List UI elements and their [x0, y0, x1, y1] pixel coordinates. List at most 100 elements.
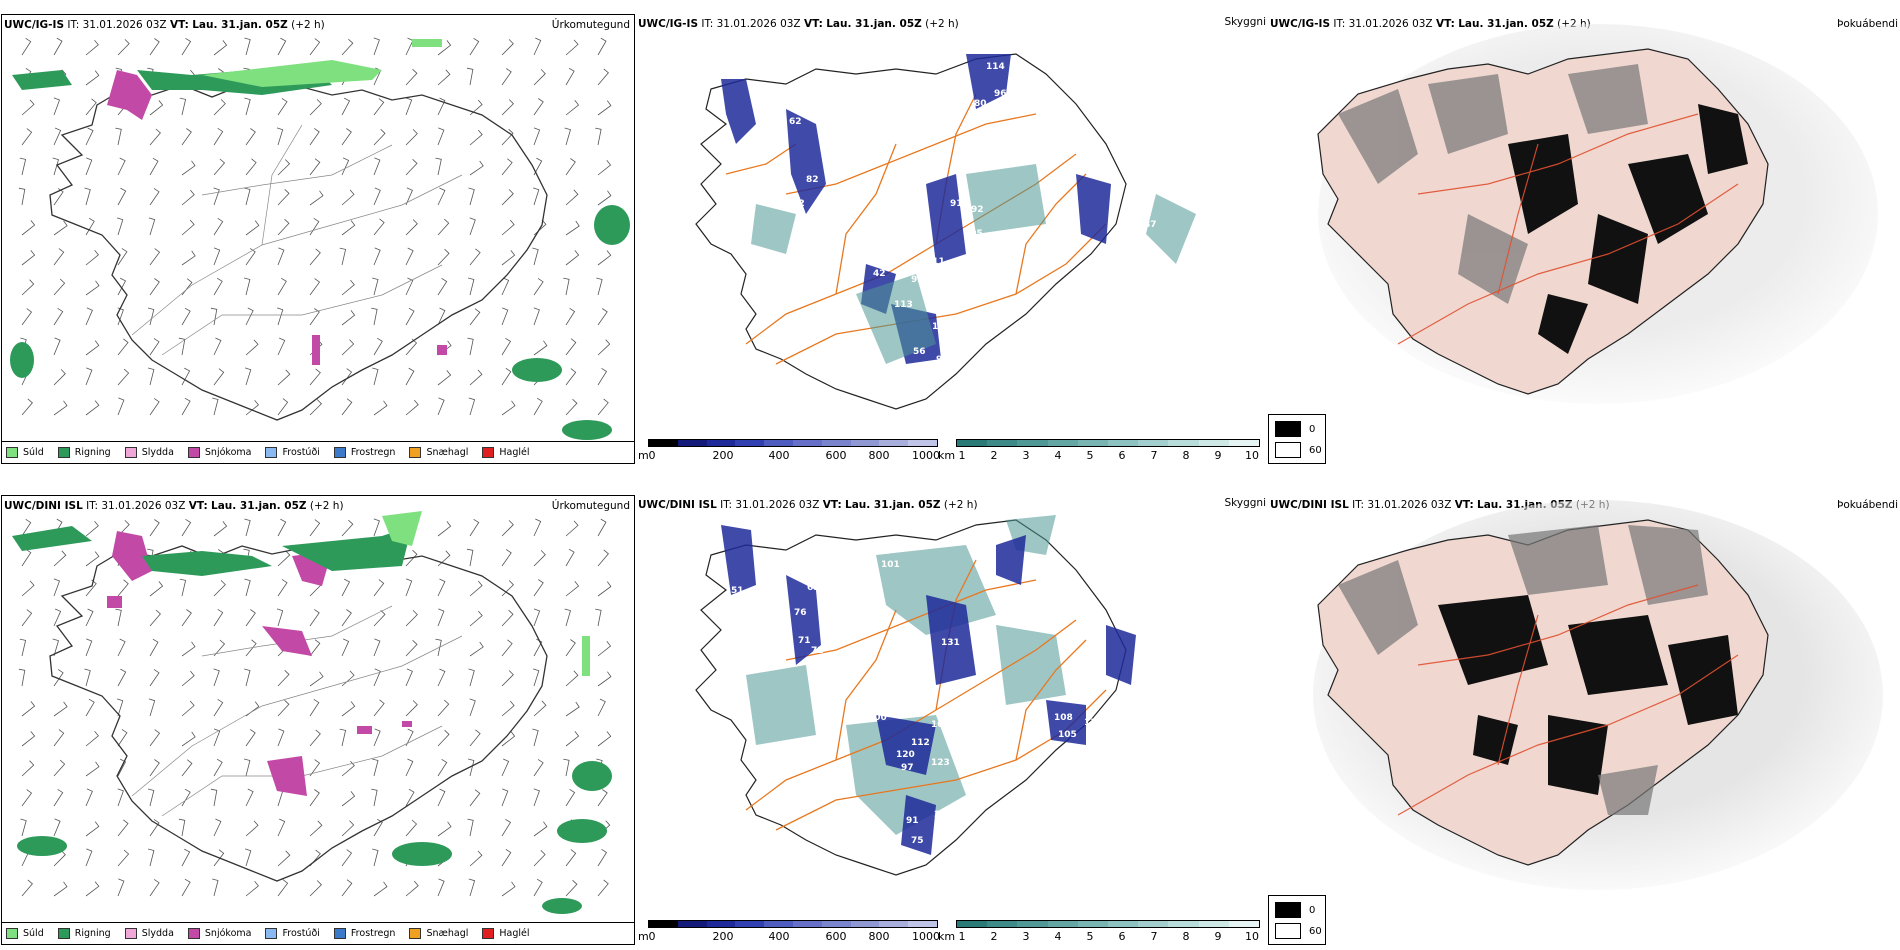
- wind-barb: [85, 98, 97, 116]
- wind-barb: [85, 127, 94, 146]
- wind-barb: [501, 881, 516, 897]
- wind-barb: [181, 250, 196, 266]
- wind-barb: [469, 160, 484, 176]
- rain-areas: [12, 526, 612, 914]
- wind-barb: [533, 608, 541, 627]
- wind-barb: [53, 818, 61, 837]
- wind-barb: [341, 368, 353, 386]
- wind-barb: [213, 639, 226, 657]
- wind-barb: [501, 128, 514, 146]
- wind-barb: [533, 397, 543, 416]
- wind-barb: [437, 729, 450, 747]
- tick-label: 3: [1022, 930, 1030, 943]
- wind-barb: [341, 157, 350, 176]
- wind-barb: [437, 397, 445, 416]
- wind-barb: [18, 668, 26, 687]
- wind-barb: [565, 39, 579, 56]
- wind-barb: [309, 248, 321, 266]
- legend-item: Frostregn: [333, 928, 395, 939]
- wind-barb: [21, 279, 35, 296]
- wind-barb: [245, 220, 260, 236]
- wind-barb: [373, 337, 383, 356]
- wind-barb: [213, 818, 222, 837]
- legend-item: Súld: [6, 928, 44, 939]
- wind-barb: [467, 277, 475, 296]
- wind-barb: [405, 307, 415, 326]
- wind-barb: [309, 38, 321, 56]
- ceiling-label: 108: [1054, 713, 1073, 723]
- ceiling-label: 102: [799, 217, 818, 227]
- visibility-ticks: 1 2 3 4 5 6 7 8 9 10: [956, 930, 1260, 944]
- wind-barb: [597, 549, 609, 567]
- fog-panel-1: UWC/IG-IS IT: 31.01.2026 03Z VT: Lau. 31…: [1268, 14, 1898, 464]
- legend-swatch: [124, 447, 137, 458]
- wind-barb: [501, 39, 514, 56]
- wind-barb: [149, 638, 159, 657]
- wind-barb: [341, 279, 355, 296]
- wind-barb: [565, 520, 579, 537]
- wind-barb: [309, 99, 322, 116]
- wind-barb: [437, 370, 452, 386]
- ceiling-label: 64: [822, 578, 835, 588]
- wind-barb: [469, 518, 480, 537]
- field-title: Skyggni: [1224, 16, 1267, 28]
- wind-barb: [213, 521, 228, 537]
- precip-map: [10, 37, 630, 440]
- wind-barb: [213, 758, 223, 777]
- wind-barb: [117, 758, 127, 777]
- wind-barb: [84, 668, 91, 687]
- wind-barb: [147, 848, 155, 867]
- wind-barb: [21, 128, 33, 146]
- wind-barb: [309, 729, 321, 747]
- wind-barb: [437, 788, 446, 807]
- wind-barb: [179, 578, 187, 597]
- roads: [131, 124, 463, 356]
- ceiling-label: 163: [932, 322, 951, 332]
- wind-barb: [565, 639, 576, 657]
- wind-barb: [501, 788, 509, 807]
- wind-barb: [309, 190, 324, 206]
- wind-barb: [405, 880, 419, 897]
- wind-barb: [597, 190, 612, 206]
- ceiling-label: 96: [994, 89, 1007, 99]
- ceiling-label: 117: [1084, 518, 1103, 528]
- wind-barb: [117, 248, 128, 266]
- wind-barb: [277, 98, 288, 116]
- wind-barb: [117, 579, 129, 597]
- wind-barb: [501, 609, 514, 627]
- wind-barb: [181, 160, 196, 176]
- wind-barb: [501, 549, 512, 567]
- tick-label: 200: [712, 930, 734, 943]
- wind-barb: [405, 610, 418, 627]
- wind-barb: [181, 759, 193, 777]
- wind-barb: [437, 758, 448, 777]
- ceiling-label: 37: [901, 142, 914, 152]
- legend-swatch: [57, 447, 70, 458]
- wind-barb: [373, 818, 383, 837]
- wind-barb: [405, 68, 418, 86]
- wind-barb: [53, 881, 68, 897]
- legend-item: Frostregn: [333, 447, 395, 458]
- wind-barb: [277, 850, 291, 867]
- wind-barb: [341, 97, 351, 116]
- legend-item: Rigning: [57, 928, 111, 939]
- wind-barb: [372, 367, 379, 386]
- legend-swatch: [333, 928, 346, 939]
- tick-label: 1: [958, 449, 966, 462]
- wind-barb: [533, 579, 544, 597]
- wind-barb: [53, 278, 66, 296]
- wind-barb: [19, 638, 27, 657]
- wind-barb: [213, 40, 228, 56]
- fog-legend-swatch: [1275, 923, 1301, 939]
- ceiling-label: 68: [766, 628, 779, 638]
- wind-barb: [469, 850, 483, 867]
- tick-label: 1: [958, 930, 966, 943]
- wind-barb: [181, 878, 191, 897]
- wind-barb: [405, 549, 418, 567]
- wind-barb: [341, 398, 353, 416]
- legend-item: Snæhagl: [409, 928, 468, 939]
- legend-item: Súld: [6, 447, 44, 458]
- wind-barb: [244, 37, 251, 56]
- wind-barb: [373, 728, 381, 747]
- wind-barb: [309, 278, 321, 296]
